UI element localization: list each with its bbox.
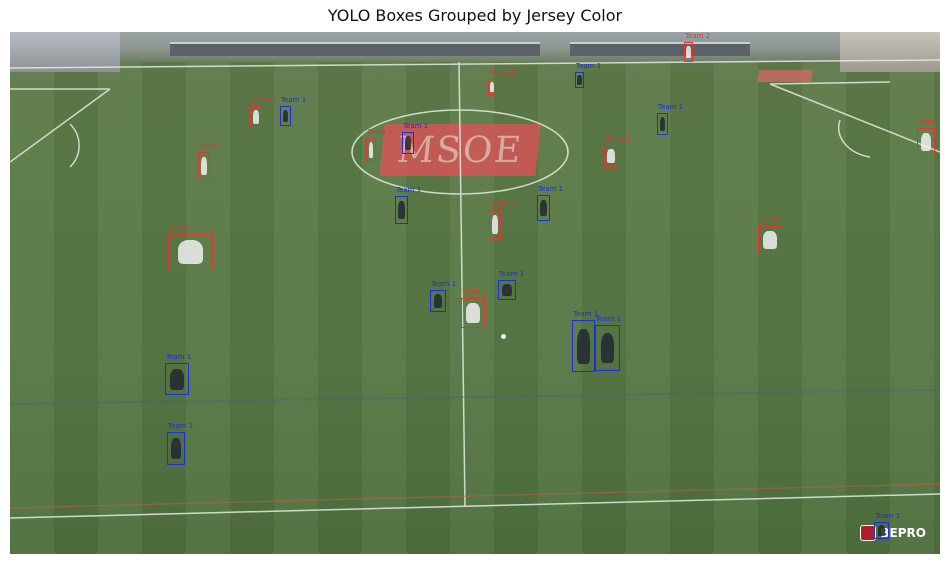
detection-box-team-2: Team 2	[198, 142, 224, 180]
bench	[570, 42, 750, 56]
player-figure	[763, 230, 777, 250]
detection-label: Team 2	[759, 216, 785, 224]
detection-box-team-1: Team 1	[498, 270, 524, 300]
detection-label: Team 2	[490, 200, 516, 208]
detection-box-team-2: Team 2	[917, 118, 940, 156]
player-figure	[282, 109, 289, 123]
player-figure	[921, 132, 931, 152]
building	[840, 32, 940, 72]
detection-label: Team 2	[199, 142, 225, 150]
detection-box-team-2: Team 2	[489, 200, 515, 239]
detection-box-team-1: Team 1	[575, 62, 601, 88]
detection-label: Team 2	[251, 96, 277, 104]
detection-box-team-2: Team 2	[461, 288, 487, 328]
detection-box-team-1: Team 1	[167, 422, 193, 465]
detection-label: Team 2	[605, 135, 631, 143]
detection-box-team-1: Team 1	[657, 103, 683, 135]
player-figure	[171, 437, 181, 460]
detection-box-team-1: Team 1	[430, 280, 456, 312]
detection-label: Team 2	[918, 118, 940, 126]
detection-label: Team 1	[166, 353, 192, 361]
detection-label: Team 1	[658, 103, 684, 111]
player-figure	[253, 110, 259, 124]
detection-label: Team 2	[685, 32, 711, 40]
player-figure	[405, 136, 411, 150]
detection-label: Team 1	[396, 186, 422, 194]
figure-title: YOLO Boxes Grouped by Jersey Color	[327, 6, 623, 25]
detection-box-team-2: Team 2	[250, 96, 276, 128]
player-figure	[490, 82, 494, 92]
detection-label: Team 1	[573, 310, 599, 318]
detection-label: Team 2	[367, 128, 393, 136]
field-lines	[10, 59, 940, 519]
watermark-text: BEPRO	[880, 526, 926, 540]
detection-label: Team 1	[538, 185, 564, 193]
soccer-ball	[501, 334, 506, 339]
detection-box-team-1: Team 1	[165, 353, 191, 395]
detection-box-team-1: Team 1	[572, 310, 598, 372]
detection-label: Team 1	[596, 315, 622, 323]
detection-label: Team 1	[168, 422, 194, 430]
player-figure	[600, 332, 615, 364]
player-figure	[170, 368, 184, 390]
player-figure	[540, 199, 547, 217]
detection-box-team-1: Team 1	[595, 315, 621, 371]
detection-box-team-1: Team 1	[395, 186, 421, 224]
player-figure	[398, 200, 405, 220]
detection-box-team-1: Team 1	[874, 512, 900, 539]
detection-box-team-2: Team 2	[758, 216, 784, 254]
player-figure	[577, 75, 582, 85]
player-figure	[607, 149, 615, 163]
detection-label: Team 2	[462, 288, 488, 296]
player-figure	[686, 45, 691, 59]
detection-box-team-2: Team 2	[488, 69, 514, 95]
player-figure	[577, 328, 590, 364]
player-figure	[492, 215, 498, 234]
detection-label: Team 2	[489, 69, 515, 77]
player-figure	[368, 142, 374, 158]
bepro-watermark: BEPRO	[860, 524, 926, 542]
building	[10, 32, 120, 72]
detection-label: Team 1	[576, 62, 602, 70]
detection-label: Team 2	[169, 224, 195, 232]
player-figure	[201, 156, 207, 176]
detection-label: Team 1	[875, 512, 901, 520]
detection-box-team-1: Team 1	[537, 185, 563, 221]
detection-label: Team 1	[403, 122, 429, 130]
bepro-logo-icon	[860, 525, 877, 541]
detection-box-team-2: Team 2	[684, 32, 710, 62]
detection-label: Team 1	[281, 96, 307, 104]
stadium-stands	[10, 32, 940, 62]
detection-box-team-2: Team 2	[366, 128, 392, 162]
detection-box-team-2: Team 2	[604, 135, 630, 167]
bench	[170, 42, 310, 56]
player-figure	[433, 294, 443, 308]
detection-box-team-2: Team 2	[168, 224, 213, 270]
detection-box-team-1: Team 1	[402, 122, 428, 154]
detection-label: Team 1	[499, 270, 525, 278]
player-figure	[659, 117, 666, 131]
detection-box-team-1: Team 1	[280, 96, 306, 126]
bench	[310, 42, 540, 56]
player-figure	[502, 283, 512, 297]
player-figure	[177, 240, 204, 264]
player-figure	[877, 525, 886, 536]
pitch-image: MSOE BEPRO Team 2 Team 1 Team 2 Team 1 Team …	[10, 32, 940, 554]
detection-label: Team 1	[431, 280, 457, 288]
player-figure	[466, 303, 480, 323]
